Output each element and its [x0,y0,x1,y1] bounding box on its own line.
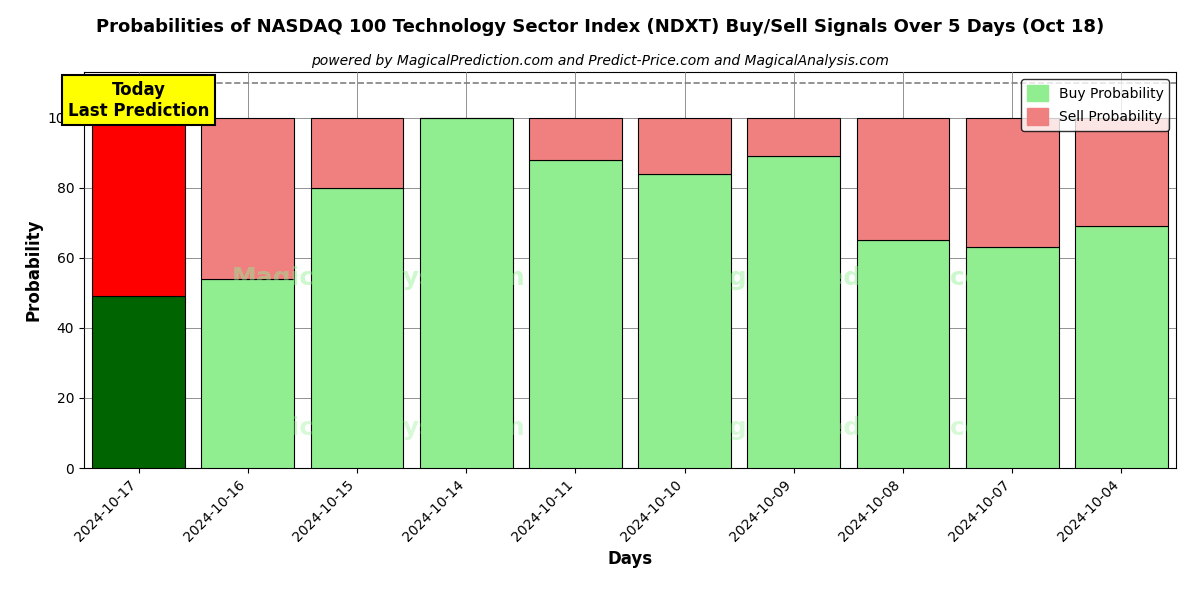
Bar [202,118,294,279]
Bar [966,118,1058,247]
Bar [529,160,622,468]
Text: MagicalAnalysis.com: MagicalAnalysis.com [232,266,526,290]
Text: MagicalPrediction.com: MagicalPrediction.com [688,266,1009,290]
X-axis label: Days: Days [607,550,653,568]
Text: Probabilities of NASDAQ 100 Technology Sector Index (NDXT) Buy/Sell Signals Over: Probabilities of NASDAQ 100 Technology S… [96,18,1104,36]
Bar [311,188,403,468]
Bar [857,118,949,240]
Bar [420,118,512,468]
Bar [1075,118,1168,226]
Bar [857,240,949,468]
Bar [529,118,622,160]
Bar [92,296,185,468]
Bar [202,279,294,468]
Bar [748,118,840,156]
Bar [748,156,840,468]
Bar [311,118,403,188]
Bar [638,118,731,173]
Bar [1075,226,1168,468]
Text: Today
Last Prediction: Today Last Prediction [68,81,209,119]
Bar [638,173,731,468]
Bar [966,247,1058,468]
Bar [92,118,185,296]
Text: MagicalAnalysis.com: MagicalAnalysis.com [232,416,526,440]
Legend: Buy Probability, Sell Probability: Buy Probability, Sell Probability [1021,79,1169,131]
Text: MagicalPrediction.com: MagicalPrediction.com [688,416,1009,440]
Y-axis label: Probability: Probability [24,219,42,321]
Text: powered by MagicalPrediction.com and Predict-Price.com and MagicalAnalysis.com: powered by MagicalPrediction.com and Pre… [311,54,889,68]
